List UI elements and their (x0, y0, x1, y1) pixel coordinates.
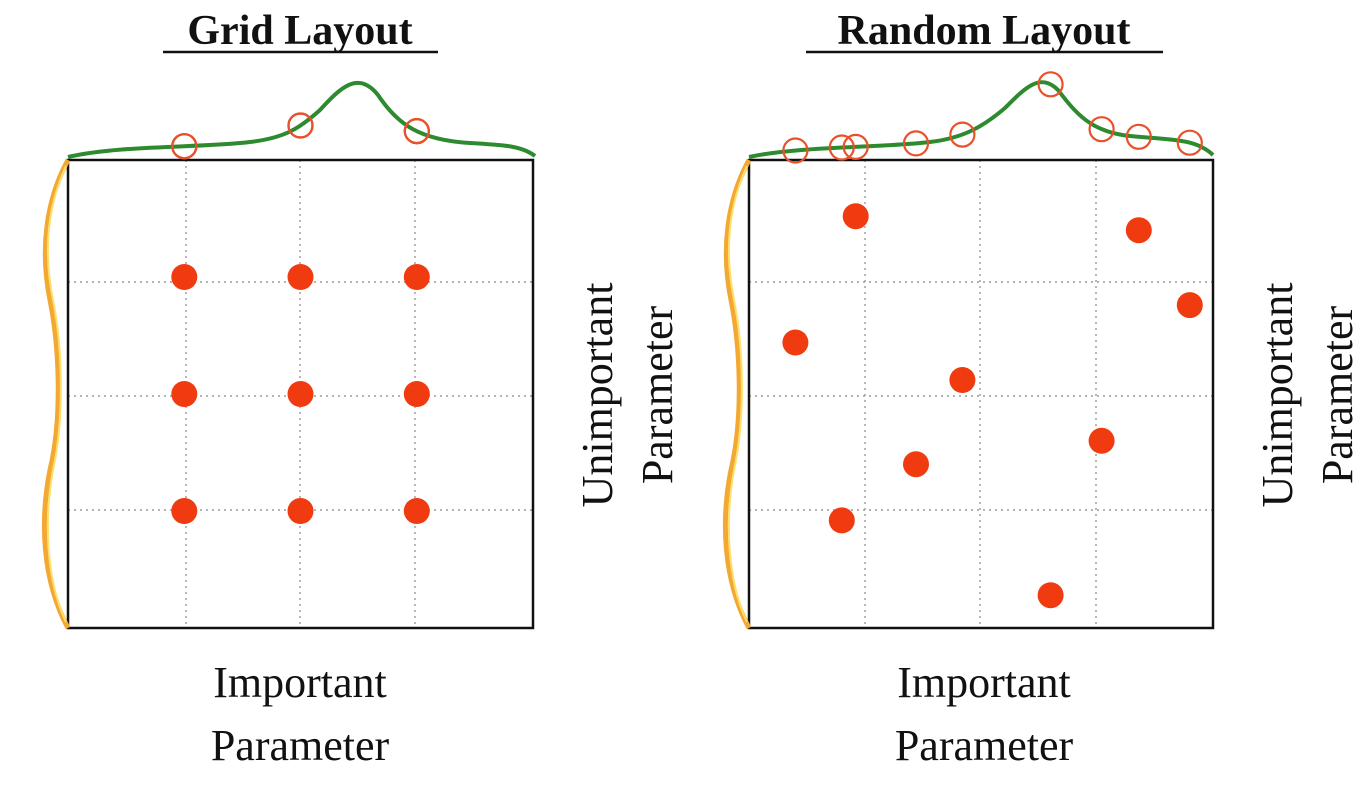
random-layout-y-axis-label: Unimportant Parameter (1253, 283, 1362, 508)
random-sample-point (1089, 428, 1115, 454)
random-layout-title: Random Layout (838, 8, 1131, 54)
random-layout-sample-points (782, 203, 1202, 608)
random-sample-point (1177, 292, 1203, 318)
grid-layout-projection-markers (172, 114, 429, 159)
grid-layout-y-axis-label: Unimportant Parameter (573, 283, 682, 508)
grid-sample-point (404, 498, 430, 524)
grid-sample-point (171, 264, 197, 290)
random-sample-point (903, 451, 929, 477)
random-sample-point (949, 367, 975, 393)
random-sample-point (782, 330, 808, 356)
random-sample-point (829, 507, 855, 533)
grid-layout-x-axis-label-line-1: Important (213, 658, 387, 707)
random-layout-x-axis-label-line-2: Parameter (895, 721, 1074, 770)
random-sample-point (1126, 217, 1152, 243)
grid-sample-point (288, 381, 314, 407)
grid-sample-point (171, 498, 197, 524)
grid-layout-important-distribution-curve (68, 83, 535, 157)
grid-sample-point (171, 381, 197, 407)
grid-sample-point (288, 498, 314, 524)
random-sample-point (843, 203, 869, 229)
grid-layout-x-axis-label-line-2: Parameter (211, 721, 390, 770)
random-layout-y-axis-label-line-1: Unimportant (1253, 283, 1302, 508)
random-layout-important-distribution-curve (749, 82, 1213, 157)
grid-layout-y-axis-label-line-2: Parameter (633, 305, 682, 484)
grid-sample-point (404, 381, 430, 407)
random-layout-panel: Random Layout Important Parameter Unimpo… (725, 8, 1362, 770)
random-layout-x-axis-label-line-1: Important (897, 658, 1071, 707)
grid-layout-title: Grid Layout (187, 8, 412, 54)
grid-sample-point (404, 264, 430, 290)
random-sample-point (1038, 582, 1064, 608)
grid-layout-y-axis-label-line-1: Unimportant (573, 283, 622, 508)
random-layout-y-axis-label-line-2: Parameter (1313, 305, 1362, 484)
grid-sample-point (288, 264, 314, 290)
grid-layout-panel: Grid Layout Important Parameter Unimport… (44, 8, 682, 770)
